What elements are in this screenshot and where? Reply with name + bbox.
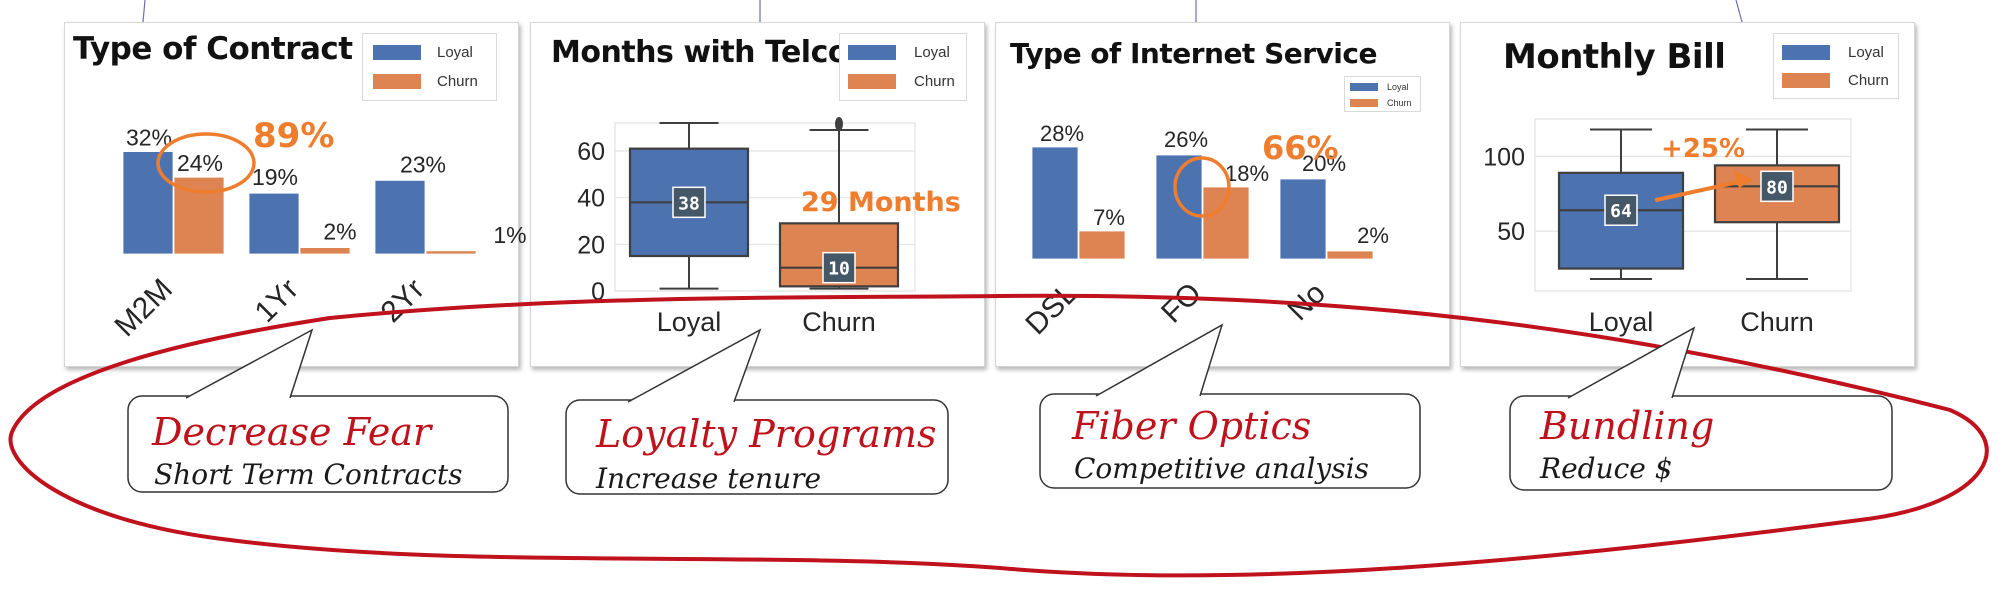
callout-heading: Decrease Fear xyxy=(152,410,432,454)
median-badge xyxy=(1604,194,1638,226)
x-tick-label: DSL xyxy=(1019,277,1084,342)
legend-label-churn: Churn xyxy=(437,73,478,90)
internet-chart-panel: Type of Internet Service Loyal Churn 28%… xyxy=(995,22,1450,367)
y-tick-label: 60 xyxy=(577,138,605,166)
legend-label-churn: Churn xyxy=(1387,98,1412,108)
bill-box-plot: 50 100 64 Loyal 80 Churn +25% xyxy=(1483,118,1852,337)
highlight-circle xyxy=(1173,156,1231,218)
tenure-box-plot: 0 20 40 60 38 Loyal 10 Churn 29 Months xyxy=(577,117,961,337)
median-badge xyxy=(672,186,706,219)
bar-loyal-dsl xyxy=(1031,146,1079,260)
data-label: 2% xyxy=(323,219,356,245)
data-label: 23% xyxy=(400,151,446,177)
legend-swatch-churn xyxy=(1782,73,1830,88)
bar-loyal-2yr xyxy=(374,179,426,255)
legend-swatch-churn xyxy=(848,74,896,89)
connector-line xyxy=(1735,0,1743,23)
y-tick-label: 100 xyxy=(1483,143,1525,171)
outlier-point xyxy=(835,117,843,131)
y-tick-label: 20 xyxy=(577,231,605,259)
legend-label-churn: Churn xyxy=(914,73,955,90)
x-tick-label: M2M xyxy=(108,273,178,343)
highlight-annotation: 66% xyxy=(1262,129,1339,167)
legend-swatch-loyal xyxy=(1350,83,1378,91)
x-tick-label: Churn xyxy=(802,307,876,337)
data-label: 26% xyxy=(1164,127,1208,152)
data-label: 20% xyxy=(1302,151,1346,176)
highlight-annotation: 89% xyxy=(253,116,334,156)
legend-swatch-loyal xyxy=(1782,45,1830,60)
highlight-annotation: +25% xyxy=(1661,134,1745,164)
panel-title: Type of Contract xyxy=(73,31,353,67)
x-tick-label: FO xyxy=(1155,277,1208,330)
legend-swatch-churn xyxy=(1350,99,1378,107)
legend-swatch-loyal xyxy=(848,45,896,60)
data-label: 1% xyxy=(493,222,526,248)
legend-label-loyal: Loyal xyxy=(914,44,950,61)
legend-swatch-loyal xyxy=(373,45,421,60)
bar-churn-2yr xyxy=(425,250,477,255)
callout-subtext: Short Term Contracts xyxy=(154,458,463,491)
data-label: 7% xyxy=(1093,205,1125,230)
highlight-annotation: 29 Months xyxy=(801,187,961,218)
bar-loyal-no xyxy=(1279,178,1327,260)
comparison-arrow xyxy=(1654,180,1738,203)
legend-label-churn: Churn xyxy=(1848,72,1889,89)
data-label: 18% xyxy=(1225,161,1269,186)
callout-heading: Bundling xyxy=(1540,404,1715,448)
median-badge xyxy=(1760,170,1794,203)
callout-heading: Loyalty Programs xyxy=(596,412,937,456)
median-label: 64 xyxy=(1610,201,1632,222)
chart-legend: Loyal Churn xyxy=(839,33,967,101)
median-label: 38 xyxy=(678,193,700,214)
panel-title: Type of Internet Service xyxy=(1010,37,1377,70)
y-tick-label: 40 xyxy=(577,185,605,213)
connector-line xyxy=(142,0,146,23)
bill-chart-panel: Monthly Bill Loyal Churn 50 100 64 Loyal 80 C… xyxy=(1460,22,1915,367)
chart-legend: Loyal Churn xyxy=(362,33,497,101)
bar-churn-1yr xyxy=(299,247,351,255)
panel-title: Months with Telco xyxy=(551,35,848,70)
internet-bar-chart: 28% 7% DSL 26% 18% FO 20% 2% No 66% xyxy=(1019,121,1389,342)
chart-legend: Loyal Churn xyxy=(1773,33,1899,99)
data-label: 28% xyxy=(1040,121,1084,146)
median-label: 80 xyxy=(1766,177,1788,198)
median-label: 10 xyxy=(828,259,850,280)
highlight-circle xyxy=(156,132,256,194)
data-label: 2% xyxy=(1357,223,1389,248)
panel-title: Monthly Bill xyxy=(1503,37,1726,77)
callout-subtext: Reduce $ xyxy=(1540,452,1673,485)
bar-churn-dsl xyxy=(1078,230,1126,260)
x-tick-label: No xyxy=(1281,277,1331,327)
data-label: 19% xyxy=(252,164,298,190)
data-label: 24% xyxy=(177,150,223,176)
chart-legend: Loyal Churn xyxy=(1344,76,1421,112)
median-badge xyxy=(822,251,856,284)
callout-subtext: Increase tenure xyxy=(596,462,822,495)
x-tick-label: Loyal xyxy=(657,307,722,337)
contract-chart-panel: Type of Contract Loyal Churn 32% 24% M2M 19… xyxy=(64,22,527,367)
legend-label-loyal: Loyal xyxy=(437,44,473,61)
legend-label-loyal: Loyal xyxy=(1848,44,1884,61)
callout-heading: Fiber Optics xyxy=(1072,404,1312,448)
y-tick-label: 0 xyxy=(591,278,605,306)
bar-loyal-m2m xyxy=(122,151,174,255)
x-tick-label: 1Yr xyxy=(249,273,305,329)
legend-label-loyal: Loyal xyxy=(1387,82,1409,92)
y-tick-label: 50 xyxy=(1497,218,1525,246)
legend-swatch-churn xyxy=(373,74,421,89)
x-tick-label: Loyal xyxy=(1589,307,1654,337)
x-tick-label: Churn xyxy=(1740,307,1814,337)
bar-churn-no xyxy=(1326,250,1374,260)
x-tick-label: 2Yr xyxy=(375,273,431,329)
bar-loyal-1yr xyxy=(248,192,300,255)
callout-subtext: Competitive analysis xyxy=(1074,452,1369,485)
tenure-chart-panel: Months with Telco Loyal Churn 0 20 40 60 38 L… xyxy=(530,22,985,367)
comparison-arrowhead xyxy=(1733,170,1753,189)
